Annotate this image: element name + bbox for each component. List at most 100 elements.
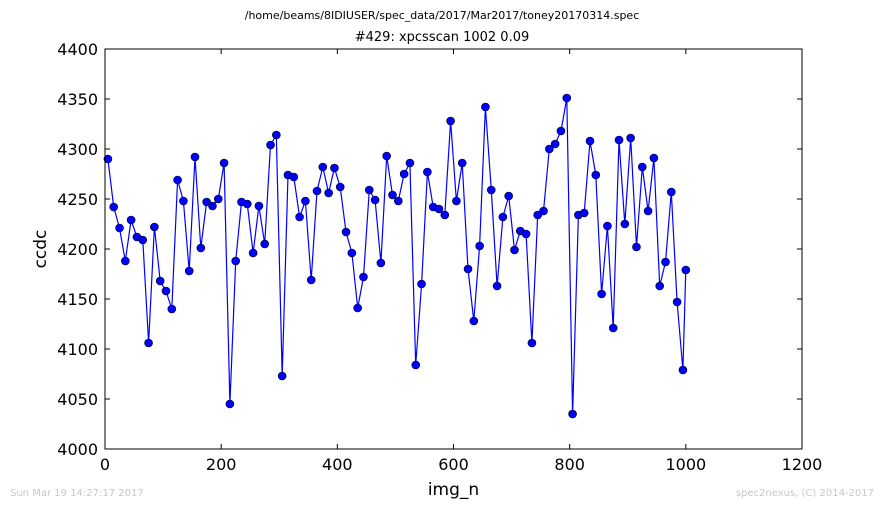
y-tick-label: 4350: [57, 90, 98, 109]
data-point: [109, 202, 119, 212]
data-point: [655, 281, 664, 291]
data-point: [190, 152, 200, 162]
data-point: [562, 93, 572, 103]
data-point: [405, 158, 415, 168]
data-point: [457, 158, 467, 168]
data-point: [539, 206, 548, 216]
footer-credit: spec2nexus, (C) 2014-2017: [735, 488, 874, 499]
data-point: [272, 130, 281, 140]
data-point: [295, 212, 304, 222]
data-point: [347, 248, 357, 258]
data-point: [608, 323, 618, 333]
data-point: [649, 153, 659, 163]
data-point: [667, 187, 676, 197]
data-point: [440, 210, 450, 220]
data-point: [452, 196, 461, 206]
ticks-layer: 0 200 400 600 800 1000 1200 4000 4050 4100 4150 420…: [57, 40, 822, 474]
data-point: [492, 281, 502, 291]
x-tick-label: 1000: [665, 455, 706, 474]
data-point: [312, 186, 322, 196]
data-point: [196, 243, 206, 253]
y-tick-label: 4300: [57, 140, 98, 159]
data-point: [254, 201, 264, 211]
data-point: [150, 222, 159, 232]
data-point: [568, 409, 577, 419]
data-point: [423, 167, 432, 177]
data-point: [126, 215, 136, 225]
data-point: [370, 195, 380, 205]
data-point: [184, 266, 194, 276]
data-point: [260, 239, 270, 249]
data-point: [144, 338, 153, 348]
y-tick-label: 4150: [57, 290, 98, 309]
data-point: [167, 304, 177, 314]
data-point: [341, 227, 351, 237]
data-point: [115, 223, 124, 233]
data-point: [208, 201, 217, 211]
data-point: [550, 139, 560, 149]
data-point: [213, 194, 223, 204]
data-point: [202, 197, 211, 207]
data-point: [103, 154, 113, 164]
data-point: [388, 190, 397, 200]
data-point: [556, 126, 566, 136]
data-point: [533, 210, 543, 220]
data-point: [219, 158, 229, 168]
data-point: [155, 276, 165, 286]
data-point: [463, 264, 473, 274]
data-point: [376, 258, 386, 268]
data-point: [591, 170, 601, 180]
data-point: [510, 245, 519, 255]
y-tick-label: 4400: [57, 40, 98, 59]
data-point: [411, 360, 421, 370]
data-point: [289, 172, 299, 182]
x-axis-label: img_n: [428, 480, 479, 500]
data-point: [353, 303, 362, 313]
data-point: [399, 169, 409, 179]
data-point: [318, 162, 328, 172]
y-tick-label: 4200: [57, 240, 98, 259]
data-point: [620, 219, 630, 229]
spec-file-path: /home/beams/8IDIUSER/spec_data/2017/Mar2…: [244, 9, 640, 22]
x-tick-label: 800: [554, 455, 585, 474]
chart-title: #429: xpcsscan 1002 0.09: [354, 30, 530, 45]
data-point: [481, 102, 490, 112]
data-point: [161, 286, 171, 296]
data-point: [626, 133, 635, 143]
data-point: [434, 204, 444, 214]
plot-frame: [104, 48, 803, 450]
x-tick-label: 600: [438, 455, 469, 474]
data-point: [469, 316, 479, 326]
y-tick-label: 4000: [57, 440, 98, 459]
data-point: [643, 206, 653, 216]
data-point: [579, 208, 589, 218]
data-point: [266, 140, 275, 150]
data-point: [231, 256, 240, 266]
data-point: [681, 265, 691, 275]
data-point: [359, 272, 368, 282]
data-point: [382, 151, 392, 161]
data-point: [475, 241, 484, 251]
data-point: [417, 279, 426, 289]
data-point: [498, 212, 508, 222]
data-point: [486, 185, 496, 195]
data-point: [243, 199, 252, 209]
data-point: [248, 248, 258, 258]
data-point: [173, 175, 182, 185]
data-point: [335, 182, 345, 192]
y-tick-label: 4100: [57, 340, 98, 359]
data-point: [301, 196, 310, 206]
x-tick-label: 400: [322, 455, 353, 474]
series-layer: [103, 93, 691, 419]
data-point: [527, 338, 537, 348]
data-point: [545, 144, 554, 154]
data-point: [324, 188, 333, 198]
data-point: [603, 221, 612, 231]
data-point: [597, 289, 606, 299]
y-tick-label: 4050: [57, 390, 98, 409]
data-point: [277, 371, 287, 381]
data-point: [225, 399, 235, 409]
data-point: [504, 191, 513, 201]
x-tick-label: 0: [100, 455, 110, 474]
